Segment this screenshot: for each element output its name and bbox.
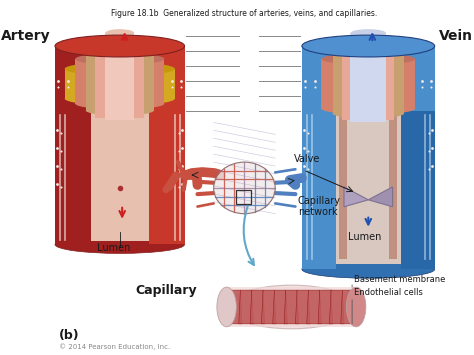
Text: Endothelial cells: Endothelial cells — [354, 288, 423, 297]
Ellipse shape — [86, 105, 154, 115]
Ellipse shape — [321, 103, 415, 115]
Polygon shape — [321, 59, 415, 109]
Polygon shape — [302, 110, 336, 269]
Text: (b): (b) — [59, 329, 80, 342]
Ellipse shape — [65, 62, 175, 76]
Ellipse shape — [342, 34, 394, 44]
Polygon shape — [401, 110, 435, 269]
Polygon shape — [105, 33, 134, 120]
Polygon shape — [342, 39, 394, 120]
Text: Lumen: Lumen — [347, 231, 381, 241]
Text: Figure 18.1b  Generalized structure of arteries, veins, and capillaries.: Figure 18.1b Generalized structure of ar… — [111, 9, 378, 18]
Polygon shape — [368, 187, 392, 207]
Polygon shape — [302, 46, 435, 269]
Polygon shape — [341, 290, 356, 324]
Ellipse shape — [321, 53, 415, 65]
Polygon shape — [95, 39, 144, 119]
Text: Basement membrane: Basement membrane — [354, 275, 445, 284]
Ellipse shape — [302, 260, 435, 278]
Ellipse shape — [65, 92, 175, 105]
Ellipse shape — [346, 287, 366, 327]
Ellipse shape — [75, 98, 164, 110]
Ellipse shape — [55, 235, 184, 253]
Bar — [237, 190, 251, 204]
Ellipse shape — [214, 162, 275, 214]
Text: Valve: Valve — [294, 154, 320, 164]
Polygon shape — [250, 290, 264, 324]
Polygon shape — [295, 290, 310, 324]
Ellipse shape — [86, 44, 154, 54]
Polygon shape — [333, 49, 404, 114]
Polygon shape — [329, 290, 344, 324]
Polygon shape — [262, 290, 276, 324]
Polygon shape — [227, 287, 356, 327]
Polygon shape — [86, 49, 154, 110]
Polygon shape — [273, 290, 287, 324]
Text: Artery: Artery — [1, 29, 51, 43]
Ellipse shape — [217, 287, 237, 327]
Polygon shape — [344, 187, 368, 207]
Text: Capillary: Capillary — [135, 284, 197, 297]
Polygon shape — [336, 110, 401, 264]
Text: Capillary
network: Capillary network — [298, 196, 341, 218]
Polygon shape — [339, 115, 347, 260]
Text: Vein: Vein — [439, 29, 473, 43]
Polygon shape — [65, 69, 175, 99]
Ellipse shape — [227, 285, 356, 329]
Polygon shape — [55, 46, 105, 245]
Ellipse shape — [333, 44, 404, 54]
Polygon shape — [284, 290, 299, 324]
Text: © 2014 Pearson Education, Inc.: © 2014 Pearson Education, Inc. — [59, 343, 170, 350]
Ellipse shape — [95, 34, 144, 44]
Polygon shape — [91, 110, 149, 240]
Polygon shape — [307, 290, 321, 324]
Polygon shape — [228, 290, 242, 324]
Ellipse shape — [75, 53, 164, 65]
Text: Lumen: Lumen — [97, 244, 130, 253]
Ellipse shape — [302, 35, 435, 57]
Polygon shape — [149, 110, 184, 245]
Polygon shape — [134, 46, 184, 245]
Ellipse shape — [350, 29, 386, 37]
Polygon shape — [55, 110, 91, 245]
Ellipse shape — [55, 35, 184, 57]
Polygon shape — [350, 33, 386, 122]
Polygon shape — [239, 290, 253, 324]
Polygon shape — [318, 290, 333, 324]
Polygon shape — [75, 59, 164, 104]
Ellipse shape — [333, 109, 404, 119]
Polygon shape — [389, 115, 397, 260]
Ellipse shape — [105, 29, 134, 37]
